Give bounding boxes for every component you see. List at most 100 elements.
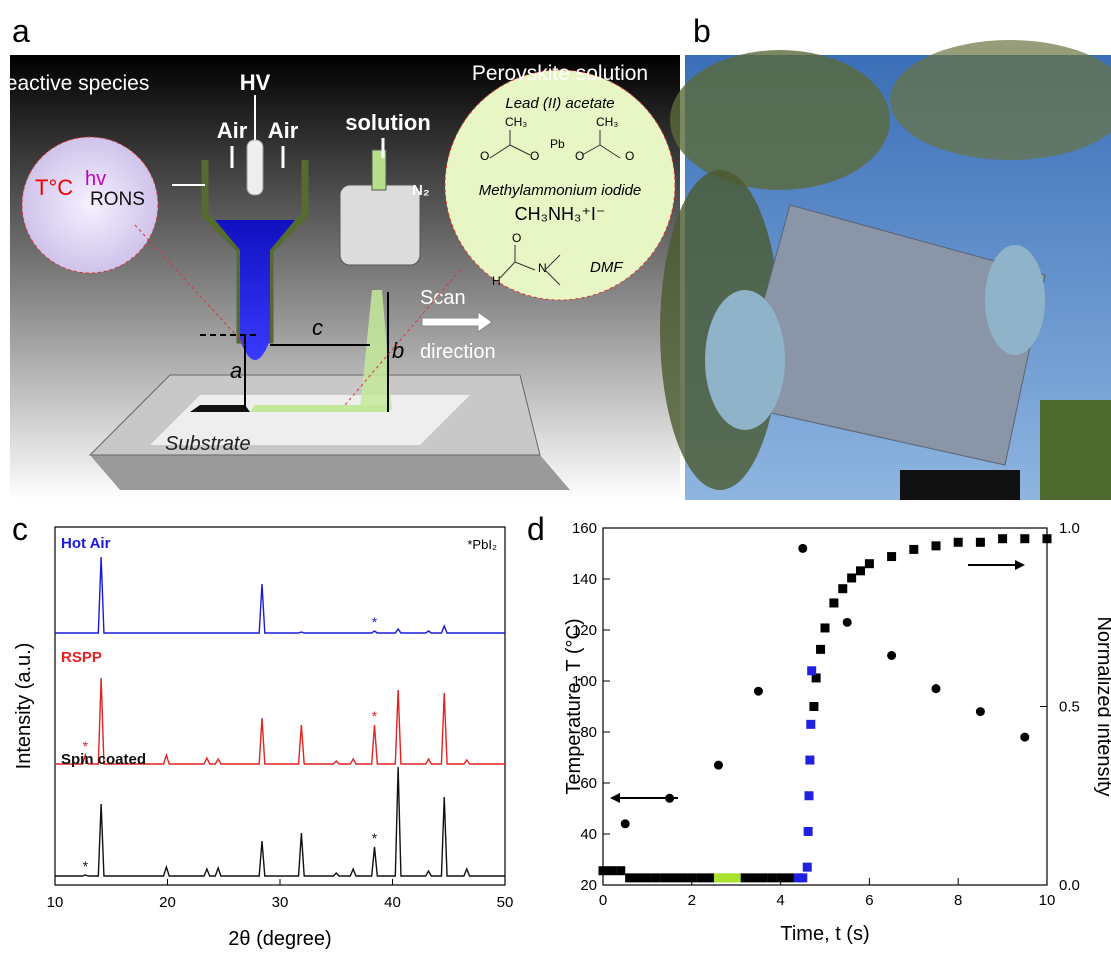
temperature-point	[621, 819, 630, 828]
temperature-point	[976, 707, 985, 716]
x-tick-label: 10	[1039, 892, 1056, 909]
electrode	[247, 140, 263, 195]
atom: O	[530, 149, 539, 163]
intensity-point	[767, 873, 776, 882]
substrate-side	[90, 455, 570, 490]
intensity-point	[696, 873, 705, 882]
y-axis-label: Intensity (a.u.)	[13, 643, 35, 770]
y2-tick-label: 0.5	[1059, 699, 1080, 716]
intensity-point	[806, 720, 815, 729]
intensity-point	[652, 873, 661, 882]
y-axis-label: Temperature, T (°C)	[563, 618, 585, 794]
temperature-point	[798, 544, 807, 553]
plot-frame	[55, 527, 505, 885]
temperature-point	[932, 684, 941, 693]
intensity-point	[803, 863, 812, 872]
schematic: Substrate HV Air Air solution N₂ a b c S…	[0, 55, 680, 500]
intensity-point	[732, 873, 741, 882]
hv-text: hv	[85, 168, 106, 190]
intensity-point	[798, 873, 807, 882]
atom: O	[625, 149, 634, 163]
substrate-label: Substrate	[165, 433, 251, 455]
atom: CH₃	[505, 115, 527, 129]
pattern-line	[55, 557, 505, 633]
intensity-point	[607, 866, 616, 875]
photo	[660, 40, 1111, 500]
intensity-point	[847, 573, 856, 582]
x-tick-label: 6	[865, 892, 873, 909]
x-axis-label: Time, t (s)	[780, 923, 869, 945]
x-axis-label: 2θ (degree)	[228, 928, 331, 950]
distance-label: b	[392, 338, 404, 363]
intensity-point	[807, 666, 816, 675]
y-tick-label: 140	[572, 571, 597, 588]
air-label: Air	[217, 118, 248, 143]
y2-tick-label: 1.0	[1059, 520, 1080, 537]
x-tick-label: 4	[776, 892, 784, 909]
tree	[670, 50, 890, 190]
chem-name: Methylammonium iodide	[479, 182, 642, 199]
air-label: Air	[268, 118, 299, 143]
intensity-point	[804, 827, 813, 836]
temperature-point	[887, 651, 896, 660]
atom: CH₃	[596, 115, 618, 129]
y2-tick-label: 0.0	[1059, 877, 1080, 894]
intensity-point	[705, 873, 714, 882]
intensity-point	[816, 645, 825, 654]
x-tick-label: 40	[384, 894, 401, 911]
scan-label: direction	[420, 341, 496, 363]
series-label: RSPP	[61, 649, 102, 666]
intensity-point	[838, 584, 847, 593]
x-tick-label: 8	[954, 892, 962, 909]
y2-axis-label: Normalized intensity	[1093, 616, 1111, 796]
intensity-point	[805, 791, 814, 800]
y-tick-label: 40	[580, 826, 597, 843]
bubble-title: Reactive species	[0, 72, 149, 95]
intensity-point	[634, 873, 643, 882]
intensity-point	[678, 873, 687, 882]
intensity-point	[954, 538, 963, 547]
glove	[705, 290, 785, 430]
panel-label: b	[693, 13, 711, 49]
intensity-point	[976, 538, 985, 547]
x-tick-label: 20	[159, 894, 176, 911]
intensity-point	[625, 873, 634, 882]
n2-label: N₂	[412, 182, 430, 199]
x-tick-label: 10	[47, 894, 64, 911]
panel-label: a	[12, 13, 30, 49]
panel-label: d	[527, 511, 545, 547]
atom: O	[575, 149, 584, 163]
pbi2-marker: *	[372, 614, 378, 630]
temperature-point	[714, 761, 723, 770]
intensity-point	[805, 756, 814, 765]
intensity-point	[670, 873, 679, 882]
chem-name: DMF	[590, 259, 623, 276]
rons-text: RONS	[90, 189, 145, 210]
intensity-point	[749, 873, 758, 882]
axis-pointer	[1015, 560, 1025, 570]
intensity-point	[998, 534, 1007, 543]
annotation: *PbI₂	[467, 537, 497, 552]
temperature-point	[754, 687, 763, 696]
pbi2-marker: *	[372, 830, 378, 846]
distance-label: a	[230, 358, 242, 383]
intensity-point	[821, 623, 830, 632]
intensity-point	[932, 541, 941, 550]
intensity-point	[599, 866, 608, 875]
intensity-point	[865, 559, 874, 568]
x-tick-label: 0	[599, 892, 607, 909]
distance-label: c	[312, 315, 323, 340]
solution-label: solution	[345, 110, 431, 135]
y-tick-label: 160	[572, 520, 597, 537]
chem-formula: CH₃NH₃⁺I⁻	[515, 204, 606, 224]
page: {"panel_labels": ["a", "b", "c", "d"], "…	[0, 0, 1111, 959]
glove	[985, 245, 1045, 355]
atom: N	[538, 261, 547, 275]
atom: Pb	[550, 137, 565, 151]
figure: a b c d Substrate HV Air Air solution N₂	[0, 0, 1111, 959]
y-tick-label: 20	[580, 877, 597, 894]
intensity-point	[887, 552, 896, 561]
temperature-point	[843, 618, 852, 627]
intensity-point	[809, 702, 818, 711]
intensity-point	[661, 873, 670, 882]
